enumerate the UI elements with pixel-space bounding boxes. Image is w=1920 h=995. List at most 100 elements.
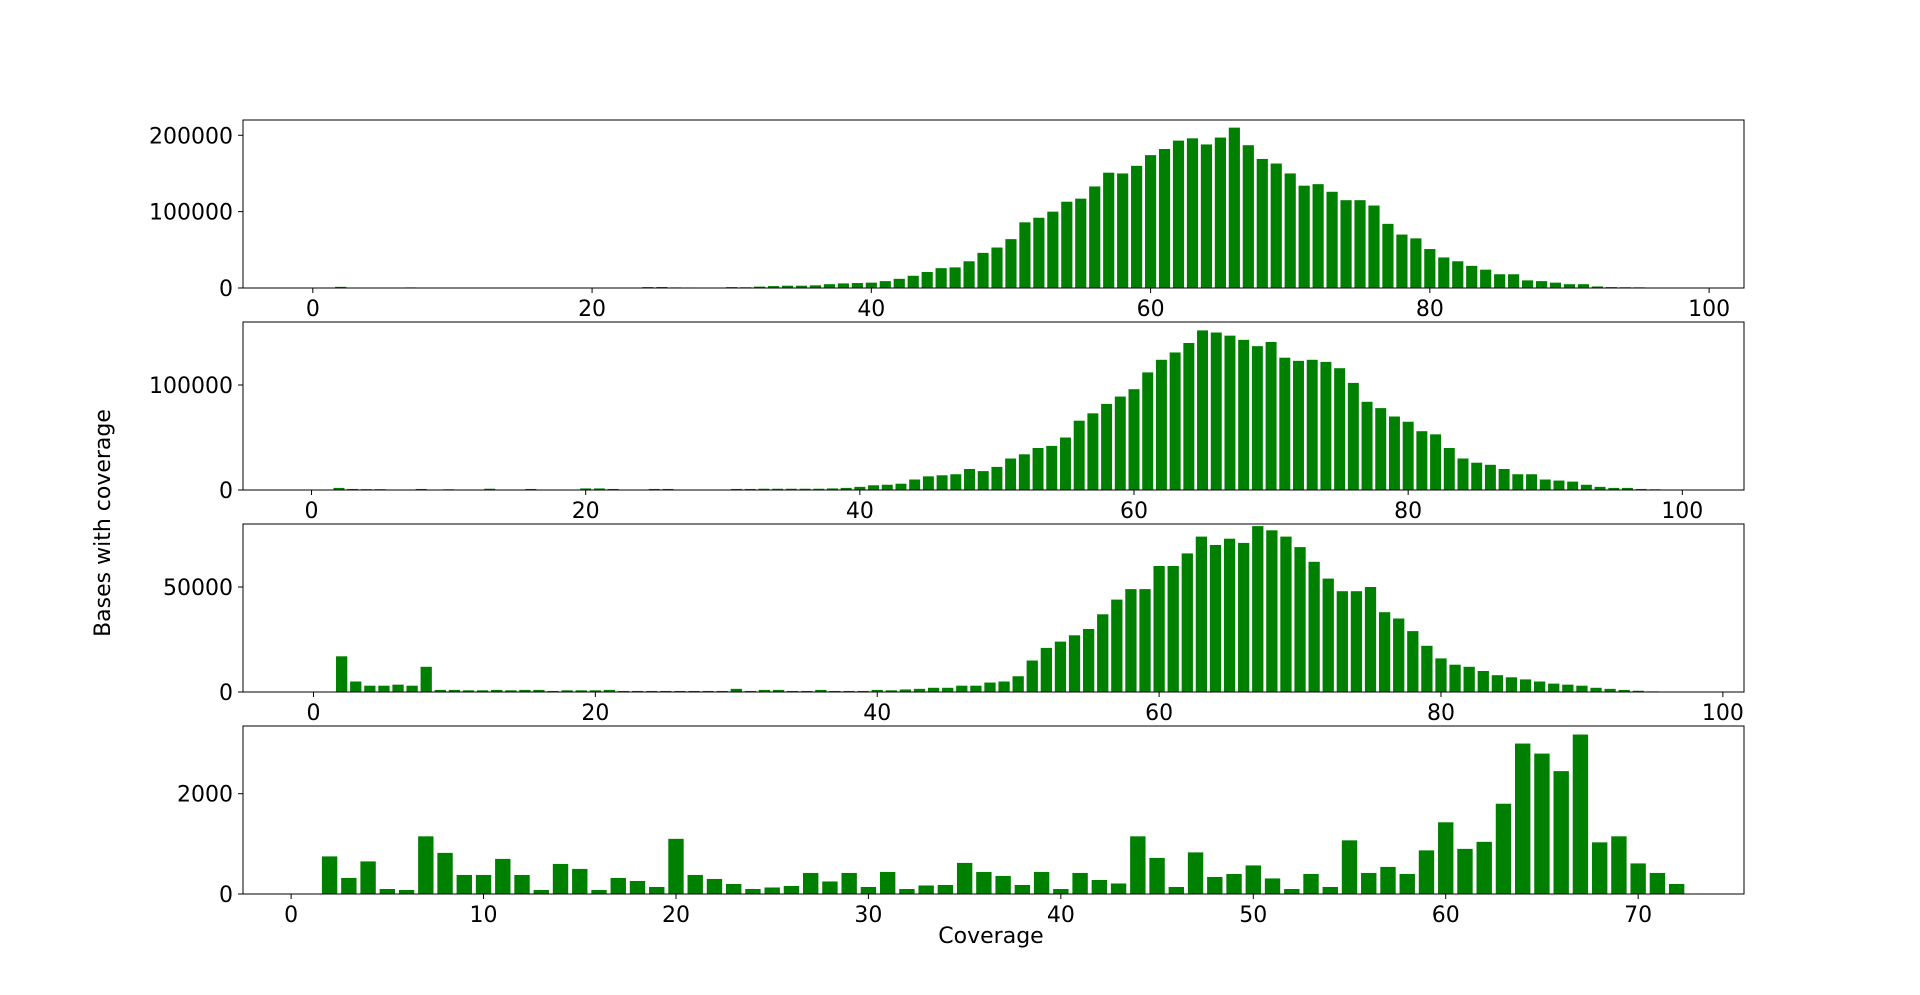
bar xyxy=(1181,553,1193,692)
bar xyxy=(1019,222,1031,288)
bar xyxy=(1449,664,1461,692)
bar xyxy=(491,689,503,692)
bar xyxy=(1145,155,1157,288)
y-axis-label: Bases with coverage xyxy=(91,409,116,637)
bar xyxy=(1018,454,1030,490)
bar xyxy=(809,285,822,288)
bar xyxy=(1033,871,1050,894)
bar xyxy=(1101,403,1113,490)
panel-3: 0 20 40 60 80 100 0 50000 xyxy=(163,523,1745,726)
bar xyxy=(1512,474,1524,490)
bar xyxy=(922,476,934,490)
bar xyxy=(1089,186,1101,288)
bar xyxy=(1407,631,1419,692)
bar xyxy=(977,471,989,490)
bar xyxy=(1477,671,1489,692)
bar xyxy=(1059,437,1071,490)
x-tick-label: 70 xyxy=(1624,903,1652,928)
axes-frame xyxy=(242,725,1745,895)
bar xyxy=(702,690,714,692)
bar xyxy=(335,286,347,288)
bar xyxy=(646,690,658,692)
x-tick-label: 80 xyxy=(1416,297,1444,322)
x-tick-label: 80 xyxy=(1394,499,1422,524)
bar xyxy=(603,689,616,692)
axes-frame xyxy=(242,321,1745,491)
bar xyxy=(364,685,376,692)
bar xyxy=(1416,431,1428,490)
bar xyxy=(475,874,492,894)
bar xyxy=(1590,687,1602,692)
bar xyxy=(1284,173,1296,288)
bar xyxy=(1125,589,1137,692)
bar xyxy=(333,487,345,490)
bar xyxy=(1172,140,1185,288)
bar xyxy=(519,689,531,692)
bar xyxy=(868,485,880,490)
bar xyxy=(772,488,784,490)
x-tick-label: 0 xyxy=(305,499,319,524)
bar xyxy=(1326,191,1338,288)
x-tick-label: 60 xyxy=(1137,297,1165,322)
bar xyxy=(379,888,396,894)
bar xyxy=(1033,217,1045,288)
bar xyxy=(813,488,825,490)
bar xyxy=(476,690,489,692)
bar xyxy=(754,286,766,288)
bar xyxy=(1187,852,1204,894)
bar xyxy=(1476,841,1492,894)
bar xyxy=(1591,286,1603,288)
bar xyxy=(688,690,700,692)
bar xyxy=(881,484,893,490)
bar xyxy=(1378,612,1391,692)
bar xyxy=(1322,578,1334,692)
bar xyxy=(1388,416,1400,490)
bar xyxy=(547,690,559,692)
x-tick-label: 30 xyxy=(854,903,882,928)
bar xyxy=(321,856,338,894)
bar xyxy=(662,488,674,490)
bar xyxy=(552,863,569,894)
bar xyxy=(1207,876,1223,894)
bar xyxy=(744,690,757,692)
bar xyxy=(1421,645,1433,692)
bar xyxy=(514,874,530,894)
bar xyxy=(1228,127,1240,288)
bar xyxy=(937,884,954,894)
bar xyxy=(1200,144,1213,288)
bar xyxy=(593,488,605,490)
bar xyxy=(1026,660,1038,692)
bar xyxy=(1097,614,1109,692)
bar xyxy=(1361,401,1373,490)
bar xyxy=(1632,690,1644,692)
bar xyxy=(418,836,434,894)
bar xyxy=(505,690,517,692)
bar xyxy=(1242,145,1254,288)
bar xyxy=(879,281,891,288)
bar xyxy=(341,877,357,894)
bar xyxy=(1005,239,1017,288)
bar xyxy=(1111,599,1123,692)
bar xyxy=(758,689,771,692)
bar xyxy=(1622,487,1633,490)
bar xyxy=(533,689,545,692)
bar xyxy=(1380,866,1396,894)
x-tick-label: 100 xyxy=(1661,499,1703,524)
bar xyxy=(1539,479,1551,490)
bar xyxy=(392,684,404,692)
bar xyxy=(1424,249,1436,288)
bar xyxy=(801,690,813,692)
bar xyxy=(1553,480,1565,490)
axes-frame xyxy=(242,523,1745,693)
bar xyxy=(1293,360,1304,490)
x-tick-label: 40 xyxy=(846,499,874,524)
bar xyxy=(1535,281,1548,288)
bar xyxy=(1183,343,1195,490)
bar xyxy=(899,689,912,692)
bar xyxy=(1515,743,1531,894)
bar xyxy=(610,877,626,894)
bar xyxy=(1226,873,1242,894)
bar xyxy=(1399,873,1415,894)
